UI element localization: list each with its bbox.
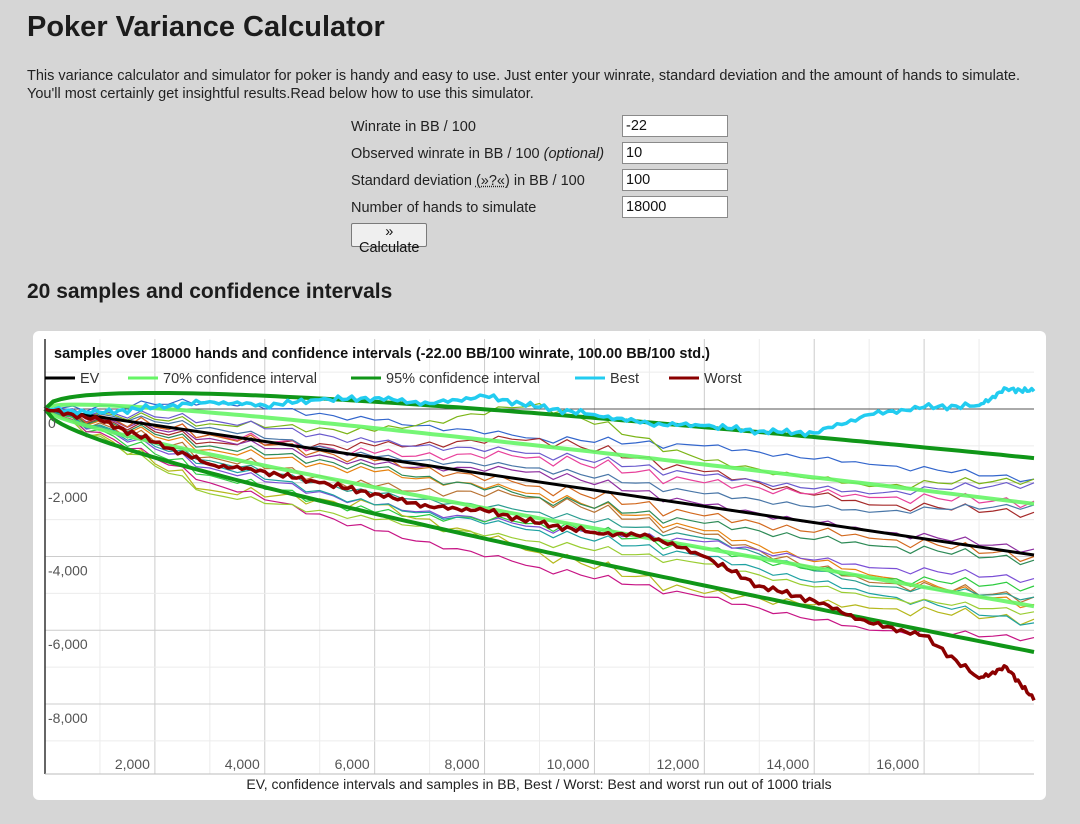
sample-line xyxy=(44,408,1035,626)
legend-label: Worst xyxy=(704,371,742,387)
sample-line xyxy=(44,408,1035,584)
sample-line xyxy=(44,408,1035,642)
winrate-row: Winrate in BB / 100 xyxy=(351,115,731,139)
legend-label: EV xyxy=(80,371,100,387)
x-tick-label: 2,000 xyxy=(115,756,150,772)
chart-title: samples over 18000 hands and confidence … xyxy=(54,346,710,362)
stddev-label-pre: Standard deviation xyxy=(351,173,476,189)
observed-winrate-input[interactable] xyxy=(622,142,728,164)
x-tick-label: 12,000 xyxy=(657,756,700,772)
x-tick-label: 16,000 xyxy=(876,756,919,772)
stddev-input[interactable] xyxy=(622,169,728,191)
winrate-label: Winrate in BB / 100 xyxy=(351,119,476,135)
y-tick-label: -4,000 xyxy=(48,563,88,579)
sample-line xyxy=(44,402,1035,489)
sample-line xyxy=(44,408,1035,518)
series-lines xyxy=(43,386,1036,701)
worst-line xyxy=(44,407,1036,701)
x-axis-label: EV, confidence intervals and samples in … xyxy=(246,776,831,792)
sample-line xyxy=(44,408,1035,566)
intro-text: This variance calculator and simulator f… xyxy=(27,68,1020,102)
ev-line xyxy=(44,407,1035,557)
chart-legend: EV 70% confidence interval 95% confidence … xyxy=(45,371,742,387)
hands-label: Number of hands to simulate xyxy=(351,200,537,216)
x-tick-label: 4,000 xyxy=(225,756,260,772)
best-line xyxy=(44,386,1036,438)
legend-label: 70% confidence interval xyxy=(163,371,317,387)
y-tick-label: -2,000 xyxy=(48,489,88,505)
page-title: Poker Variance Calculator xyxy=(27,11,385,43)
x-tick-label: 8,000 xyxy=(445,756,480,772)
hands-row: Number of hands to simulate xyxy=(351,196,731,220)
observed-winrate-label-text: Observed winrate in BB / 100 xyxy=(351,146,544,162)
observed-winrate-row: Observed winrate in BB / 100 (optional) xyxy=(351,142,731,166)
chart-card: 0 -2,000 -4,000 -6,000 -8,000 2,000 4,000 6,000… xyxy=(33,331,1046,800)
stddev-label-post: in BB / 100 xyxy=(509,173,585,189)
ci95-upper-line xyxy=(43,391,1035,461)
y-tick-label: -6,000 xyxy=(48,636,88,652)
calculate-button[interactable]: » Calculate xyxy=(351,223,428,256)
section-heading: 20 samples and confidence intervals xyxy=(27,280,393,303)
y-tick-label: 0 xyxy=(48,415,56,431)
legend-label: 95% confidence interval xyxy=(386,371,540,387)
sample-line xyxy=(44,408,1035,514)
observed-winrate-label: Observed winrate in BB / 100 (optional) xyxy=(351,146,604,162)
stddev-help-link[interactable]: (»?«) xyxy=(475,173,510,189)
hands-input[interactable] xyxy=(622,196,728,218)
ci95-lower-line xyxy=(43,407,1035,654)
stddev-label: Standard deviation (»?«) in BB / 100 xyxy=(351,173,585,189)
ci70-upper-line xyxy=(44,402,1035,506)
variance-chart: 0 -2,000 -4,000 -6,000 -8,000 2,000 4,000 6,000… xyxy=(43,339,1036,792)
legend-item-95-confidence-interval[interactable]: 95% confidence interval xyxy=(351,371,540,387)
winrate-input[interactable] xyxy=(622,115,728,137)
sample-line xyxy=(44,408,1035,615)
optional-hint: (optional) xyxy=(543,146,605,162)
legend-label: Best xyxy=(610,371,639,387)
x-tick-label: 6,000 xyxy=(335,756,370,772)
legend-item-worst[interactable]: Worst xyxy=(669,371,742,387)
x-tick-label: 10,000 xyxy=(547,756,590,772)
stddev-row: Standard deviation (»?«) in BB / 100 xyxy=(351,169,731,193)
y-tick-label: -8,000 xyxy=(48,710,88,726)
axes: 0 -2,000 -4,000 -6,000 -8,000 2,000 4,000 6,000… xyxy=(44,339,1034,775)
x-tick-label: 14,000 xyxy=(766,756,809,772)
legend-item-best[interactable]: Best xyxy=(575,371,639,387)
legend-item-ev[interactable]: EV xyxy=(45,371,100,387)
legend-item-70-confidence-interval[interactable]: 70% confidence interval xyxy=(128,371,317,387)
sample-line xyxy=(44,408,1035,601)
sample-line xyxy=(44,408,1035,496)
ci70-lower-line xyxy=(43,407,1035,609)
sample-line xyxy=(44,408,1035,609)
